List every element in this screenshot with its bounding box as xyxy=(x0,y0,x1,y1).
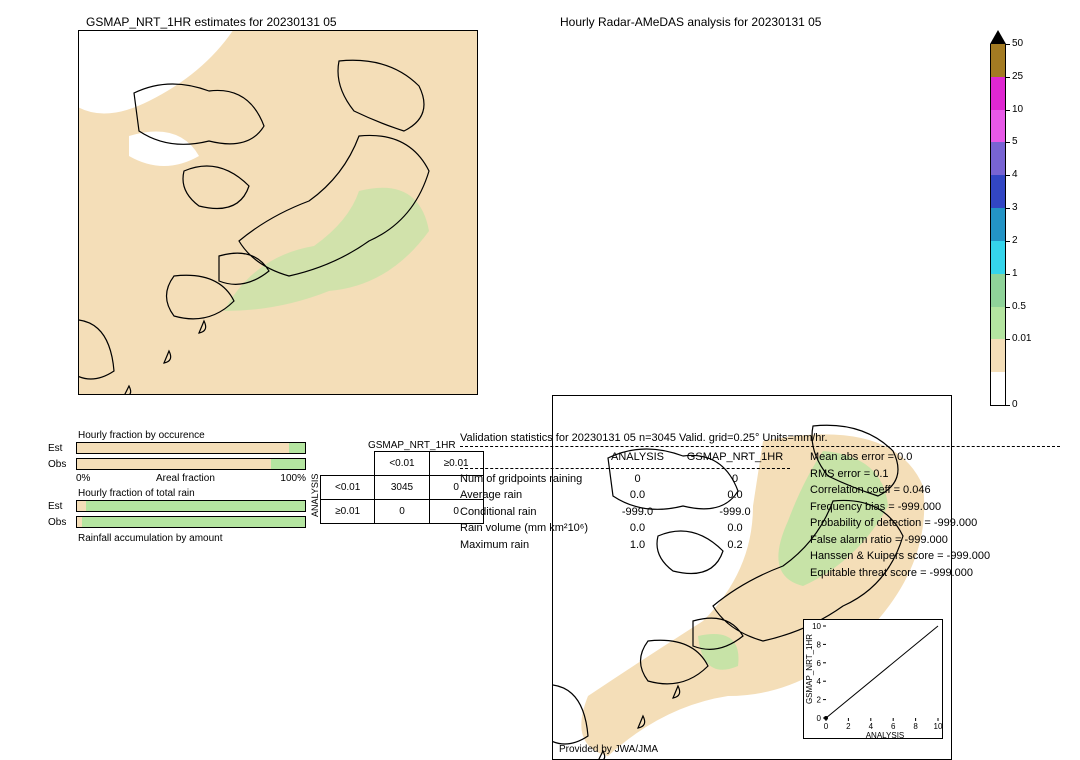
colorbar-label: 10 xyxy=(1012,104,1023,115)
obs-totalrain-row: Obs xyxy=(48,515,318,529)
xtick-label: 125°E xyxy=(120,394,147,395)
left-map-panel: GSMAP_NRT_1HR estimates for 20230131 05 xyxy=(66,15,337,29)
xtick-label: 140°E xyxy=(336,394,363,395)
colorbar-label: 0 xyxy=(1012,399,1018,410)
stat-row: Average rain0.00.0 xyxy=(460,487,790,504)
right-map-title: Hourly Radar-AMeDAS analysis for 2023013… xyxy=(560,15,821,29)
svg-text:8: 8 xyxy=(913,722,918,731)
stat-row: Maximum rain1.00.2 xyxy=(460,537,790,554)
scatter-plot: 00 2 2 4 4 6 6 8 8 10 10 ANALYSIS GSMAP_NRT_1HR xyxy=(803,619,943,739)
svg-text:0: 0 xyxy=(817,714,822,723)
svg-text:10: 10 xyxy=(934,722,943,731)
svg-text:6: 6 xyxy=(891,722,896,731)
stat-row: Conditional rain-999.0-999.0 xyxy=(460,504,790,521)
svg-text:10: 10 xyxy=(812,622,821,631)
colorbar-label: 25 xyxy=(1012,71,1023,82)
stat-row: Num of gridpoints raining00 xyxy=(460,471,790,488)
colorbar-label: 5 xyxy=(1012,136,1018,147)
stats-col-analysis: ANALYSIS xyxy=(595,449,680,466)
stat-right-row: Equitable threat score = -999.000 xyxy=(810,565,990,582)
obs-occurrence-bar xyxy=(76,458,306,470)
stat-right-row: Probability of detection = -999.000 xyxy=(810,515,990,532)
left-map: 45°N40°N35°N30°N25°N125°E130°E135°E140°E… xyxy=(78,30,478,395)
stat-right-row: Hanssen & Kuipers score = -999.000 xyxy=(810,548,990,565)
obs-label2: Obs xyxy=(48,517,76,528)
totalrain-title: Hourly fraction of total rain xyxy=(78,488,318,499)
obs-occurrence-row: Obs xyxy=(48,457,318,471)
stats-rows: Num of gridpoints raining00Average rain0… xyxy=(460,471,790,554)
colorbar-label: 0.01 xyxy=(1012,333,1031,344)
colorbar-label: 1 xyxy=(1012,268,1018,279)
left-map-svg xyxy=(79,31,478,395)
colorbar-label: 0.5 xyxy=(1012,301,1026,312)
colorbar-label: 4 xyxy=(1012,169,1018,180)
stats-title: Validation statistics for 20230131 05 n=… xyxy=(460,432,1060,444)
accum-title: Rainfall accumulation by amount xyxy=(78,533,318,544)
occurrence-bars: Hourly fraction by occurence Est Obs 0% … xyxy=(48,430,318,544)
x0: 0% xyxy=(76,473,90,484)
xlabel: Areal fraction xyxy=(156,473,215,484)
stat-right-row: Mean abs error = 0.0 xyxy=(810,449,990,466)
xtick-label: 145°E xyxy=(408,394,435,395)
colorbar-label: 50 xyxy=(1012,38,1023,49)
svg-text:6: 6 xyxy=(817,659,822,668)
stat-row: Rain volume (mm km²10⁶)0.00.0 xyxy=(460,520,790,537)
stats-col-gsmap: GSMAP_NRT_1HR xyxy=(680,449,790,466)
est-totalrain-row: Est xyxy=(48,499,318,513)
stat-right-row: Frequency bias = -999.000 xyxy=(810,499,990,516)
svg-text:8: 8 xyxy=(817,640,822,649)
est-occurrence-row: Est xyxy=(48,441,318,455)
est-label: Est xyxy=(48,443,76,454)
xtick-label: 135°E xyxy=(264,394,291,395)
svg-text:2: 2 xyxy=(817,696,822,705)
colorbar-label: 2 xyxy=(1012,235,1018,246)
stat-right-row: False alarm ratio = -999.000 xyxy=(810,532,990,549)
xtick-label: 130°E xyxy=(192,394,219,395)
svg-text:4: 4 xyxy=(869,722,874,731)
right-map-panel: Hourly Radar-AMeDAS analysis for 2023013… xyxy=(540,15,821,29)
obs-totalrain-bar xyxy=(76,516,306,528)
stat-right-row: Correlation coeff = 0.046 xyxy=(810,482,990,499)
occurrence-title: Hourly fraction by occurence xyxy=(78,430,318,441)
colorbar-label: 3 xyxy=(1012,202,1018,213)
svg-text:GSMAP_NRT_1HR: GSMAP_NRT_1HR xyxy=(805,634,814,704)
ct-side: ANALYSIS xyxy=(310,467,320,524)
obs-label: Obs xyxy=(48,459,76,470)
svg-text:ANALYSIS: ANALYSIS xyxy=(866,731,905,740)
stats-header-row: ANALYSIS GSMAP_NRT_1HR xyxy=(460,449,790,466)
svg-text:2: 2 xyxy=(846,722,851,731)
left-map-title: GSMAP_NRT_1HR estimates for 20230131 05 xyxy=(86,15,337,29)
stats-divider xyxy=(460,446,1060,447)
colorbar: 502510543210.50.010 xyxy=(990,30,1006,405)
provider-credit: Provided by JWA/JMA xyxy=(559,744,658,755)
stats-panel: Validation statistics for 20230131 05 n=… xyxy=(460,432,1060,581)
est-occurrence-bar xyxy=(76,442,306,454)
contingency-panel: GSMAP_NRT_1HR ANALYSIS <0.01≥0.01<0.0130… xyxy=(310,440,484,524)
svg-text:0: 0 xyxy=(824,722,829,731)
scatter-svg: 00 2 2 4 4 6 6 8 8 10 10 ANALYSIS GSMAP_NRT_1HR xyxy=(804,620,944,740)
est-label2: Est xyxy=(48,501,76,512)
x1: 100% xyxy=(280,473,306,484)
svg-text:4: 4 xyxy=(817,677,822,686)
stats-divider2 xyxy=(460,468,790,469)
stats-right-block: Mean abs error = 0.0RMS error = 0.1Corre… xyxy=(810,449,990,581)
est-totalrain-bar xyxy=(76,500,306,512)
stats-left-block: ANALYSIS GSMAP_NRT_1HR Num of gridpoints… xyxy=(460,449,790,581)
stat-right-row: RMS error = 0.1 xyxy=(810,466,990,483)
occurrence-xaxis: 0% Areal fraction 100% xyxy=(76,473,306,484)
